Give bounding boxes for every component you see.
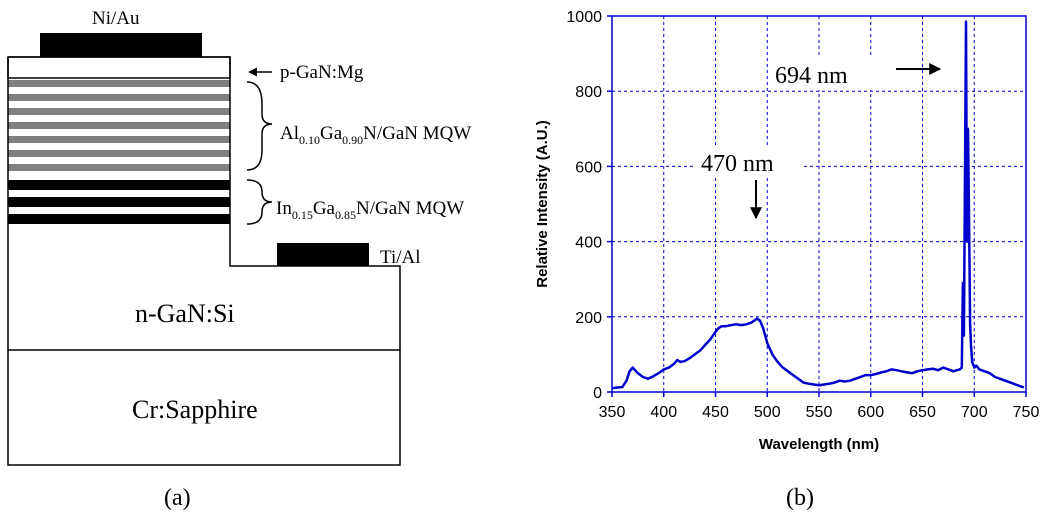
ingan-brace <box>246 179 273 225</box>
annotation-470-label: 470 nm <box>701 151 774 177</box>
x-tick-label: 350 <box>599 404 626 421</box>
ti-al-label: Ti/Al <box>380 247 421 268</box>
ni-au-label: Ni/Au <box>92 8 140 29</box>
ingan-mqw-stack <box>8 180 230 224</box>
y-tick-labels: 0 200 400 600 800 1000 <box>566 9 612 402</box>
y-tick-label: 0 <box>593 385 602 402</box>
x-tick-label: 650 <box>909 404 936 421</box>
ingan-layer <box>8 197 230 207</box>
p-gan-layer <box>7 56 231 79</box>
x-tick-label: 450 <box>702 404 729 421</box>
algan-layer <box>8 150 230 157</box>
x-tick-labels: 350 400 450 500 550 600 650 700 750 <box>599 392 1040 421</box>
chart-grid <box>612 16 1026 392</box>
y-tick-label: 600 <box>575 159 602 176</box>
series-line-spectrum <box>611 20 1025 390</box>
mesa-outline <box>7 56 401 350</box>
y-tick-label: 800 <box>575 84 602 101</box>
panel-a-caption: (a) <box>164 485 191 511</box>
x-tick-label: 700 <box>961 404 988 421</box>
ingan-layer <box>8 180 230 190</box>
algan-brace <box>246 81 273 171</box>
ingan-mqw-label: In0.15Ga0.85N/GaN MQW <box>276 198 464 222</box>
panel-b-caption: (b) <box>786 485 814 511</box>
y-tick-label: 400 <box>575 235 602 252</box>
p-gan-label: p-GaN:Mg <box>280 62 364 83</box>
x-axis-label: Wavelength (nm) <box>759 436 879 453</box>
x-tick-label: 400 <box>650 404 677 421</box>
algan-layer <box>8 122 230 129</box>
algan-layer <box>8 136 230 143</box>
spectrum-chart: 350 400 450 500 550 600 650 700 750 0 200 400 600 80… <box>534 9 1039 511</box>
ti-al-contact <box>277 243 369 266</box>
annotation-694-label: 694 nm <box>775 63 848 89</box>
sapphire-label: Cr:Sapphire <box>132 395 258 424</box>
n-gan-label: n-GaN:Si <box>135 299 235 328</box>
algan-layer <box>8 94 230 101</box>
algan-mqw-stack <box>8 80 230 171</box>
x-tick-label: 750 <box>1013 404 1040 421</box>
algan-layer <box>8 80 230 87</box>
sapphire-substrate <box>7 349 401 466</box>
ni-au-contact <box>40 33 202 57</box>
x-tick-label: 600 <box>857 404 884 421</box>
y-tick-label: 200 <box>575 310 602 327</box>
algan-mqw-label: Al0.10Ga0.90N/GaN MQW <box>280 123 471 147</box>
x-tick-label: 500 <box>754 404 781 421</box>
ingan-layer <box>8 214 230 224</box>
device-structure-diagram: Ni/Au Ti/Al n-GaN:Si Cr:Sapphire <box>7 8 471 511</box>
algan-layer <box>8 164 230 171</box>
y-tick-label: 1000 <box>566 9 602 26</box>
annotation-694-bg <box>770 56 886 90</box>
annotation-470-bg <box>696 146 802 178</box>
x-tick-label: 550 <box>806 404 833 421</box>
y-axis-label: Relative Intensity (A.U.) <box>534 120 551 288</box>
algan-layer <box>8 108 230 115</box>
